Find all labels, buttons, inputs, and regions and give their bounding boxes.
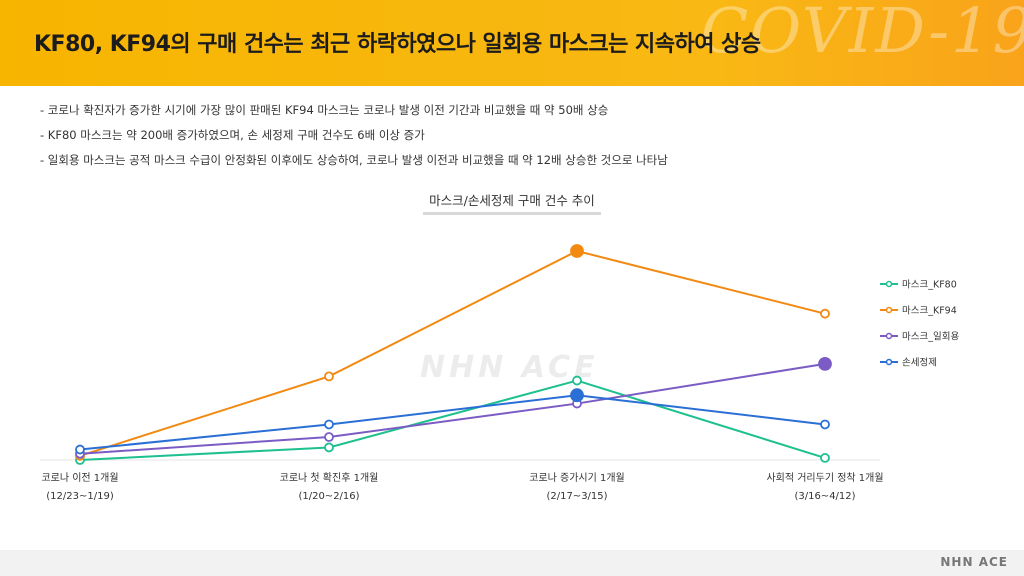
legend-label-2: 마스크_KF94 xyxy=(902,306,957,317)
bullet-2: - KF80 마스크는 약 200배 증가하였으며, 손 세정제 구매 건수도 … xyxy=(40,128,425,142)
series-line-1 xyxy=(79,379,826,461)
legend-label-1: 마스크_KF80 xyxy=(902,280,957,291)
chart-title-text: 마스크/손세정제 구매 건수 추이 xyxy=(423,190,601,215)
x-tick-label-4: 사회적 거리두기 정착 1개월 xyxy=(766,472,883,484)
series-line-4 xyxy=(79,394,826,451)
data-point-s1-3 xyxy=(572,375,582,386)
x-tick-range-1: (12/23~1/19) xyxy=(46,491,114,502)
bullet-3: - 일회용 마스크는 공적 마스크 수급이 안정화된 이후에도 상승하여, 코로… xyxy=(40,153,668,167)
covid-watermark: COVID-19 xyxy=(700,0,1024,67)
x-tick-label-2: 코로나 첫 확진후 1개월 xyxy=(280,472,379,484)
data-point-s1-2 xyxy=(324,442,334,453)
data-point-s4-3 xyxy=(570,388,584,403)
data-point-s2-3 xyxy=(570,244,584,258)
data-point-s2-4 xyxy=(820,308,830,319)
x-tick-label-3: 코로나 증가시기 1개월 xyxy=(529,472,625,484)
legend-label-3: 마스크_일회용 xyxy=(902,332,959,343)
x-tick-range-2: (1/20~2/16) xyxy=(298,491,359,502)
data-point-s4-1 xyxy=(75,444,85,455)
header-banner: COVID-19 KF80, KF94의 구매 건수는 최근 하락하였으나 일회… xyxy=(0,0,1024,86)
data-point-s4-2 xyxy=(324,419,334,430)
data-point-s1-4 xyxy=(820,453,830,463)
data-point-s3-2 xyxy=(324,432,334,442)
series-line-3 xyxy=(79,362,826,455)
footer-logo: NHN ACE xyxy=(940,555,1008,569)
x-tick-range-4: (3/16~4/12) xyxy=(794,491,855,502)
center-logo-watermark: NHN ACE xyxy=(420,350,599,385)
summary-bullets: - 코로나 확진자가 증가한 시기에 가장 많이 판매된 KF94 마스크는 코… xyxy=(40,103,668,178)
x-tick-range-3: (2/17~3/15) xyxy=(546,491,607,502)
legend-label-4: 손세정제 xyxy=(902,358,937,369)
data-point-s2-2 xyxy=(324,371,334,382)
page-title: KF80, KF94의 구매 건수는 최근 하락하였으나 일회용 마스크는 지속… xyxy=(34,32,761,57)
bullet-1: - 코로나 확진자가 증가한 시기에 가장 많이 판매된 KF94 마스크는 코… xyxy=(40,103,609,117)
chart-title: 마스크/손세정제 구매 건수 추이 xyxy=(412,190,612,215)
data-point-s3-4 xyxy=(818,356,832,371)
data-point-s4-4 xyxy=(820,419,830,430)
footer-bar: NHN ACE xyxy=(0,550,1024,576)
x-tick-label-1: 코로나 이전 1개월 xyxy=(41,472,118,484)
legend-marker-3 xyxy=(885,332,893,340)
legend-marker-1 xyxy=(885,280,893,288)
series-line-2 xyxy=(79,249,826,457)
legend-marker-2 xyxy=(885,306,893,314)
legend-marker-4 xyxy=(885,358,893,366)
